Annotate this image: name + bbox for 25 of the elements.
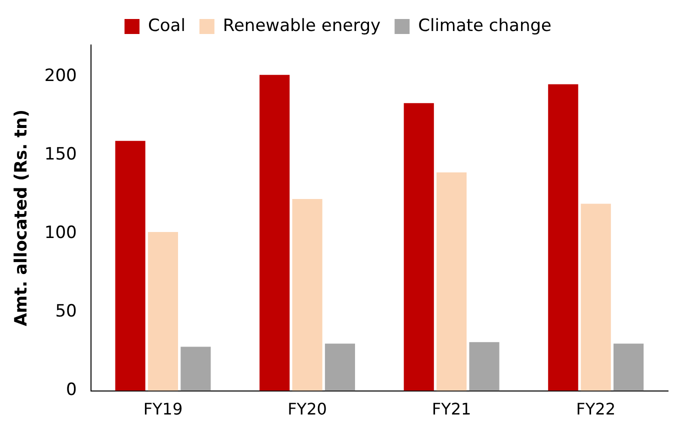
y-tick-label: 150 [44, 144, 77, 164]
bar [436, 172, 467, 391]
y-tick-label: 200 [44, 66, 77, 86]
legend-label: Climate change [418, 16, 552, 36]
bar [292, 199, 322, 391]
bar [148, 232, 178, 391]
bar [469, 342, 500, 391]
bar [614, 344, 644, 391]
legend-label: Renewable energy [222, 16, 381, 36]
y-axis-title: Amt. allocated (Rs. tn) [12, 109, 32, 326]
bar [404, 103, 434, 391]
bar [324, 344, 356, 391]
y-tick-label: 0 [66, 380, 77, 400]
bar [580, 204, 611, 391]
x-tick-label: FY20 [288, 400, 327, 419]
legend-label: Coal [148, 16, 186, 36]
bar [260, 74, 290, 391]
bar [180, 346, 211, 391]
x-tick-label: FY22 [576, 400, 616, 419]
y-tick-label: 50 [55, 302, 77, 322]
bar [548, 84, 578, 391]
bar [115, 140, 146, 391]
y-tick-label: 100 [44, 223, 77, 244]
x-tick-label: FY21 [432, 400, 472, 419]
x-tick-label: FY19 [143, 400, 183, 419]
